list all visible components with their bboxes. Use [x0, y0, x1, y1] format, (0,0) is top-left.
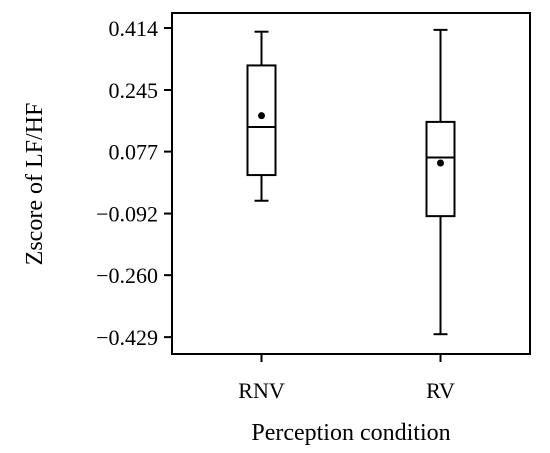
y-tick-label: 0.414: [109, 16, 159, 41]
plot-frame: [171, 12, 531, 355]
y-axis-label: Zscore of LF/HF: [22, 103, 48, 266]
y-tick-label: −0.092: [96, 202, 158, 227]
y-tick-label: −0.260: [96, 263, 158, 288]
box-iqr: [246, 64, 277, 177]
x-axis-label: Perception condition: [251, 420, 450, 446]
mean-marker: [258, 112, 265, 120]
x-tick-label: RV: [426, 378, 455, 403]
y-tick-label: 0.245: [109, 78, 159, 103]
mean-marker: [437, 159, 444, 167]
y-tick-label: −0.429: [96, 325, 158, 350]
x-tick-label: RNV: [238, 378, 285, 403]
box-rv: [425, 28, 456, 336]
box-rnv: [246, 30, 277, 202]
y-axis: 0.414 0.245 0.077 −0.092 −0.260 −0.429: [96, 16, 172, 350]
y-tick-label: 0.077: [109, 140, 159, 165]
box-iqr: [425, 120, 456, 218]
boxes: [246, 28, 456, 336]
x-axis: RNV RV: [238, 354, 455, 403]
